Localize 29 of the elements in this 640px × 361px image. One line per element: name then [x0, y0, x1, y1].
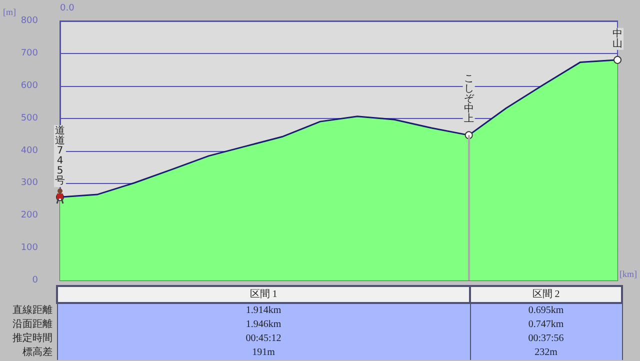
data-label: 道道745号	[55, 124, 65, 187]
text: 0.695km	[528, 305, 564, 316]
category-label: 直線距離	[12, 304, 52, 316]
text: 1.914km	[246, 305, 282, 316]
y-tick-label: 500	[20, 113, 38, 124]
category-label: 区間 1	[57, 286, 470, 303]
text: 232m	[534, 347, 558, 358]
y-tick-label: 800	[20, 16, 38, 26]
y-tick-label: 0	[32, 276, 38, 286]
x-axis-title: [km]	[620, 269, 638, 279]
y-tick-label: 700	[20, 48, 38, 58]
y-axis-title: [m]	[3, 7, 16, 18]
y-tick-label: 300	[20, 178, 38, 188]
y-tick-label: 100	[20, 243, 38, 254]
text: 00:37:56	[528, 333, 564, 344]
category-label: 推定時間	[12, 333, 52, 344]
category-label: 沿面距離	[12, 319, 52, 330]
text: 00:45:12	[246, 333, 282, 344]
category-label: 標高差	[22, 347, 52, 358]
y-tick-label: 400	[20, 146, 38, 156]
text: 0.0	[60, 4, 75, 14]
data-label: こしぞ中上	[464, 74, 475, 125]
text: 0.747km	[528, 319, 564, 330]
data-label: 中山	[612, 27, 623, 50]
category-label: 区間 2	[470, 286, 622, 303]
y-tick-label: 200	[20, 210, 38, 221]
y-tick-label: 600	[20, 80, 38, 91]
text: 1.946km	[246, 319, 282, 330]
text: 191m	[252, 347, 275, 358]
